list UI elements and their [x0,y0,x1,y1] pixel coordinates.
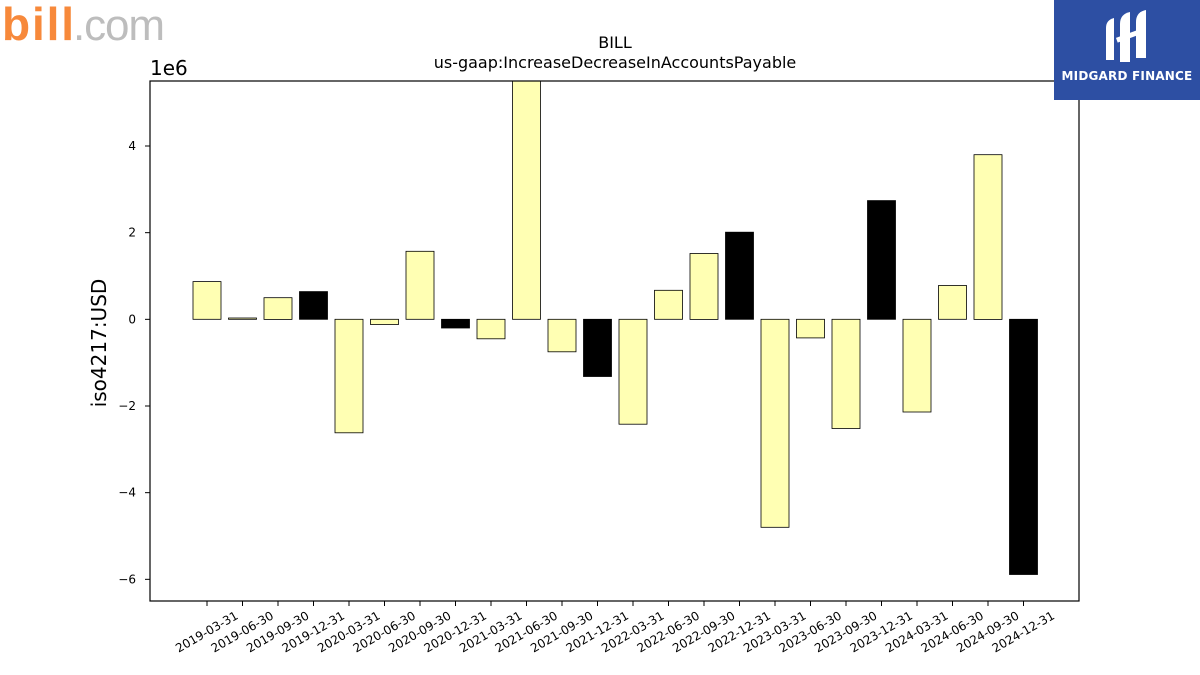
midgard-logo: MIDGARD FINANCE [1054,0,1200,100]
bar-2021-06-30 [512,80,541,320]
y-ticks-group: −6 −4 −2 0 2 4 [118,139,150,586]
bar-2023-12-31 [867,200,896,320]
bar-2020-06-30 [370,318,399,325]
bar-2019-06-30 [228,317,257,320]
y-tick-label: 2 [128,226,136,240]
bill-logo-domain: .com [73,1,165,48]
y-tick-label: 4 [128,139,136,153]
y-tick-label: −2 [118,399,136,413]
plot-frame [149,80,1080,602]
bar-2024-03-31 [902,318,932,413]
bar-2022-03-31 [618,318,648,425]
bill-logo-text: bill [2,0,74,48]
y-axis-label: iso4217:USD [87,279,111,408]
bill-logo: bill .com [2,0,165,48]
bar-2024-06-30 [938,285,967,320]
bar-2021-12-31 [583,318,612,377]
bar-2021-03-31 [476,318,506,340]
y-tick-label: −4 [118,486,136,500]
x-ticks-group: 2019-03-312019-06-302019-09-302019-12-31… [173,601,1057,655]
y-offset-label: 1e6 [150,56,188,80]
midgard-logo-text: MIDGARD FINANCE [1061,69,1193,83]
y-tick-label: 0 [128,312,136,326]
bar-2019-03-31 [192,281,222,320]
bar-2024-12-31 [1009,318,1038,575]
y-tick-label: −6 [118,572,136,586]
bar-2023-09-30 [831,318,861,429]
bar-2019-12-31 [299,291,328,320]
midgard-logo-mark-icon [1106,10,1146,62]
bar-2022-12-31 [725,231,754,320]
bar-2020-03-31 [334,318,364,434]
bar-2024-09-30 [973,154,1003,320]
bar-2023-03-31 [760,318,790,528]
bar-2020-12-31 [441,318,470,329]
bar-2021-09-30 [547,318,577,353]
bar-2023-06-30 [796,318,825,339]
bar-2022-06-30 [654,289,683,320]
chart-title: BILL [598,33,632,52]
bar-2022-09-30 [689,253,719,320]
chart-subtitle: us-gaap:IncreaseDecreaseInAccountsPayabl… [434,53,797,72]
bar-2019-09-30 [263,297,293,320]
bars-group [192,80,1038,575]
bar-2020-09-30 [405,250,435,320]
